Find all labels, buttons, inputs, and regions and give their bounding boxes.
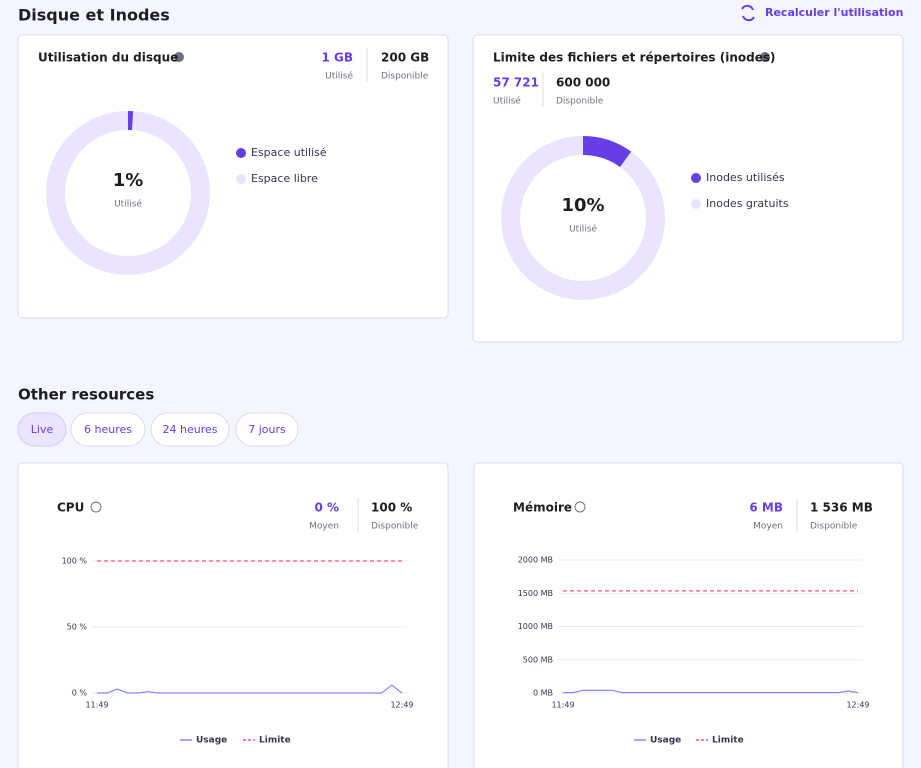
card-title: Mémoire	[513, 501, 572, 515]
tab[interactable]	[235, 412, 299, 447]
tab[interactable]	[150, 412, 230, 447]
stat-label: Utilisé	[325, 71, 353, 82]
stat-label: Disponible	[371, 522, 419, 532]
donut-label: Utilisé	[569, 224, 597, 235]
y-tick-label: 100 %	[62, 557, 88, 566]
tab-label[interactable]: 7 jours	[248, 423, 286, 436]
stat-label: Utilisé	[493, 96, 521, 107]
tab-label[interactable]: 6 heures	[84, 423, 132, 436]
card-title: CPU	[57, 501, 84, 515]
stat-value: 1 536 MB	[810, 501, 873, 515]
legend-label: Inodes utilisés	[706, 171, 785, 184]
stat-label: Moyen	[753, 522, 783, 532]
legend-label: Limite	[259, 736, 291, 746]
legend-label: Espace libre	[251, 172, 318, 185]
legend-dot	[236, 148, 246, 158]
y-tick-label: 1000 MB	[518, 622, 553, 631]
stat-value: 1 GB	[321, 51, 353, 65]
section-title: Other resources	[18, 386, 154, 404]
stat-value: 100 %	[371, 501, 412, 515]
x-tick-label: 11:49	[85, 701, 108, 710]
series-line	[97, 684, 403, 694]
x-tick-label: 12:49	[846, 701, 869, 710]
section-title: Disque et Inodes	[18, 6, 170, 25]
legend-dot	[236, 174, 246, 184]
legend-label: Usage	[650, 736, 681, 746]
legend-dot	[691, 199, 701, 209]
series-line	[563, 689, 859, 694]
tab-label[interactable]: 24 heures	[163, 423, 218, 436]
legend-label: Espace utilisé	[251, 146, 327, 159]
stat-value: 57 721	[493, 76, 539, 90]
stat-value: 200 GB	[381, 51, 429, 65]
recalculate-button[interactable]: Recalculer l'utilisation	[765, 6, 903, 19]
inodes-card	[472, 34, 904, 343]
y-tick-label: 0 %	[72, 689, 88, 698]
legend-dot	[691, 173, 701, 183]
info-icons	[90, 52, 770, 513]
stat-value: 6 MB	[749, 501, 783, 515]
card-title: Utilisation du disque	[38, 51, 178, 65]
y-tick-label: 1500 MB	[518, 589, 553, 598]
stat-label: Disponible	[810, 522, 858, 532]
y-tick-label: 50 %	[67, 623, 88, 632]
stat-label: Moyen	[309, 522, 339, 532]
stat-label: Disponible	[556, 97, 604, 107]
donut-label: Utilisé	[114, 199, 142, 210]
donut-value: 10%	[561, 195, 604, 216]
legend-label: Inodes gratuits	[706, 197, 789, 210]
donut-arc	[582, 136, 632, 168]
y-tick-label: 500 MB	[523, 655, 553, 664]
y-tick-label: 0 MB	[533, 689, 553, 698]
disk-card	[17, 34, 449, 319]
y-tick-label: 2000 MB	[518, 556, 553, 565]
tab[interactable]	[17, 412, 67, 447]
tab-label[interactable]: Live	[31, 423, 54, 436]
tab[interactable]	[70, 412, 146, 447]
legend-label: Usage	[196, 736, 227, 746]
stat-value: 0 %	[314, 501, 339, 515]
card-title: Limite des fichiers et répertoires (inod…	[493, 51, 776, 65]
refresh-icon[interactable]	[741, 4, 755, 22]
legend-label: Limite	[712, 736, 744, 746]
x-tick-label: 11:49	[551, 701, 574, 710]
stat-label: Disponible	[381, 72, 429, 82]
x-tick-label: 12:49	[390, 701, 413, 710]
donut-value: 1%	[113, 170, 144, 191]
stat-value: 600 000	[556, 76, 610, 90]
memory-card	[473, 462, 904, 768]
